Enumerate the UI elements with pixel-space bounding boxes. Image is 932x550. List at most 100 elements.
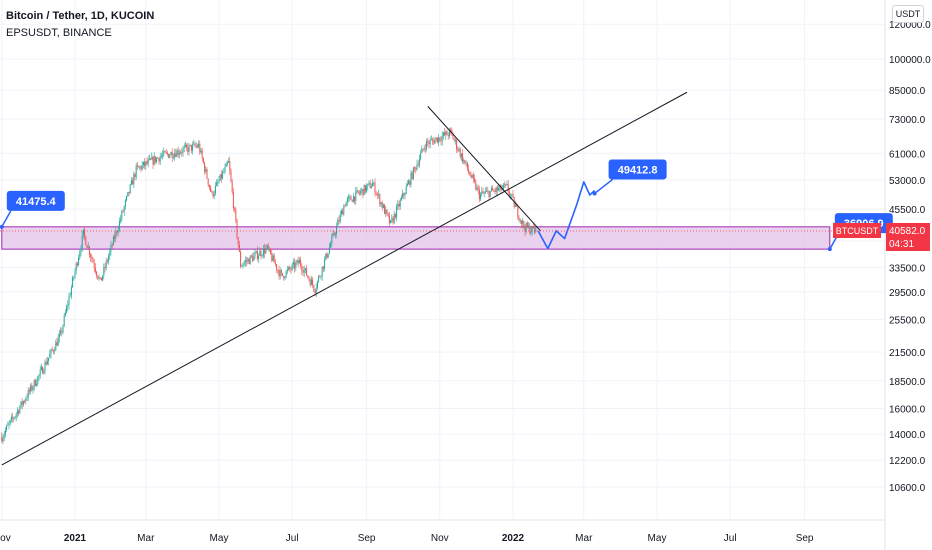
candle-body — [184, 144, 186, 147]
candle-body — [522, 221, 524, 224]
candle-body — [381, 202, 383, 208]
candle-body — [194, 143, 196, 147]
annotation-callout: 49412.8 — [592, 159, 667, 196]
candle-body — [482, 191, 484, 194]
candle-body — [153, 156, 155, 165]
candle-body — [195, 145, 197, 147]
candle-body — [246, 260, 248, 262]
candle-body — [254, 252, 256, 256]
candle-body — [14, 416, 16, 419]
candle-body — [188, 145, 190, 152]
candle-body — [337, 220, 339, 226]
candle-body — [236, 219, 238, 238]
candle-body — [529, 225, 531, 234]
candle-body — [87, 246, 89, 248]
annotation-box — [608, 159, 667, 180]
candle-body — [332, 233, 334, 237]
candle-body — [318, 276, 320, 282]
candle-body — [312, 279, 314, 286]
candle-body — [402, 193, 404, 198]
candle-body — [451, 129, 453, 134]
candle-body — [424, 148, 426, 150]
candle-body — [117, 229, 119, 233]
candle-body — [152, 156, 154, 165]
candle-body — [40, 367, 42, 370]
candle-body — [12, 416, 14, 419]
candle-body — [159, 156, 161, 162]
last-price-value: 40582.0 — [889, 226, 926, 237]
candle-body — [273, 255, 275, 263]
candle-body — [142, 161, 144, 166]
projection-path — [537, 181, 596, 250]
candle-body — [434, 139, 436, 144]
candle-body — [524, 227, 526, 232]
candle-body — [408, 180, 410, 185]
candle-body — [422, 148, 424, 150]
x-tick-label: Sep — [796, 533, 814, 544]
candle-body — [115, 231, 117, 239]
candle-body — [316, 281, 318, 289]
candle-body — [66, 306, 68, 313]
candle-body — [380, 202, 382, 205]
candle-body — [33, 380, 35, 388]
x-tick-label: Mar — [575, 533, 593, 544]
candle-body — [64, 312, 66, 316]
candle-body — [247, 258, 249, 262]
candle-body — [301, 265, 303, 271]
candle-body — [140, 166, 142, 170]
candle-body — [466, 162, 468, 170]
candle-body — [136, 165, 138, 167]
candle-body — [373, 182, 375, 184]
candle-body — [280, 270, 282, 274]
candle-body — [229, 161, 231, 172]
candle-body — [104, 267, 106, 268]
candle-body — [212, 191, 214, 197]
candle-body — [399, 200, 401, 207]
candle-body — [226, 162, 228, 164]
candle-body — [427, 140, 429, 143]
candle-body — [314, 290, 316, 293]
candle-body — [357, 190, 359, 193]
candle-body — [328, 247, 330, 254]
candle-body — [483, 192, 485, 194]
candle-body — [174, 153, 176, 158]
candle-body — [468, 169, 470, 173]
candle-body — [22, 401, 24, 405]
candle-body — [403, 193, 405, 196]
candle-body — [268, 248, 270, 250]
candle-body — [243, 262, 245, 265]
candle-body — [24, 401, 26, 402]
candle-body — [15, 413, 17, 417]
annotation-pointer — [594, 178, 614, 195]
candle-body — [495, 187, 497, 192]
candle-body — [186, 144, 188, 147]
y-tick-label: 85000.0 — [889, 86, 926, 97]
candle-body — [162, 154, 164, 156]
y-tick-label: 33500.0 — [889, 264, 926, 275]
candle-body — [44, 362, 46, 372]
candle-body — [406, 184, 408, 187]
candle-body — [69, 295, 71, 297]
candle-body — [2, 437, 4, 442]
candle-body — [259, 251, 261, 256]
candle-body — [109, 250, 111, 257]
candle-body — [446, 131, 448, 136]
trendline — [427, 106, 541, 232]
y-tick-label: 16000.0 — [889, 404, 926, 415]
currency-button[interactable]: USDT — [892, 5, 924, 23]
candle-body — [477, 187, 479, 190]
symbol-tag: BTCUSDT — [836, 226, 879, 236]
candle-body — [346, 198, 348, 202]
candle-body — [416, 164, 418, 170]
candle-body — [315, 288, 317, 293]
candle-body — [222, 172, 224, 179]
candle-body — [55, 342, 57, 351]
candle-body — [82, 229, 84, 236]
candle-body — [388, 215, 390, 224]
candle-body — [224, 166, 226, 172]
candle-body — [448, 129, 450, 137]
candle-body — [289, 267, 291, 270]
candle-body — [189, 144, 191, 146]
